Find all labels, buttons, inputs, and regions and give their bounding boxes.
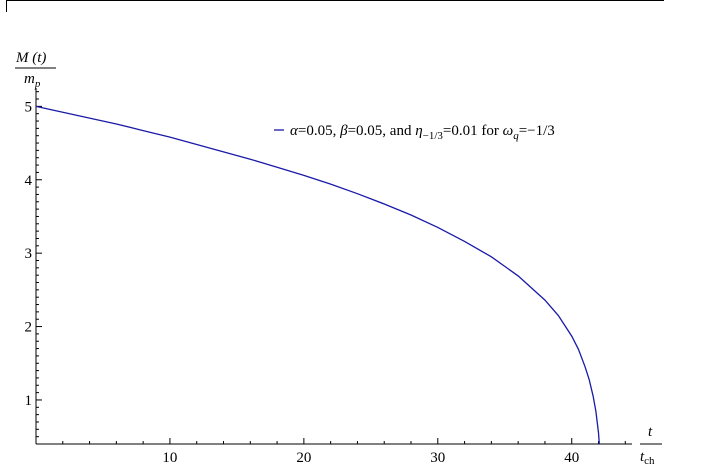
x-tick-label: 40: [564, 450, 579, 466]
y-tick-label: 2: [25, 320, 33, 336]
x-tick-label: 10: [162, 450, 177, 466]
x-ticks: [63, 438, 626, 444]
frame-top-border: [6, 0, 664, 1]
x-tick-label: 20: [296, 450, 311, 466]
legend: α=0.05, β=0.05, and η−1/3=0.01 for ωq=−1…: [274, 123, 555, 142]
x-axis-label-numerator: t: [648, 424, 653, 440]
x-tick-label: 30: [430, 450, 445, 466]
series-line: [36, 106, 599, 444]
y-tick-label: 5: [25, 99, 33, 115]
y-axis-label-numerator: M (t): [15, 50, 46, 66]
y-tick-label: 1: [25, 393, 33, 409]
y-tick-label: 3: [25, 246, 33, 262]
y-tick-labels: 1 2 3 4 5: [25, 99, 33, 409]
y-tick-label: 4: [25, 173, 33, 189]
x-axis-label-denominator: tch: [640, 449, 655, 467]
y-axis-label-denominator: mp: [24, 71, 41, 90]
y-ticks: [36, 92, 42, 437]
y-axis-label: M (t) mp: [15, 50, 56, 90]
frame-left-border: [6, 0, 7, 12]
x-axis-label: t tch: [640, 424, 662, 467]
legend-label: α=0.05, β=0.05, and η−1/3=0.01 for ωq=−1…: [290, 123, 555, 142]
x-tick-labels: 10 20 30 40: [162, 450, 579, 466]
